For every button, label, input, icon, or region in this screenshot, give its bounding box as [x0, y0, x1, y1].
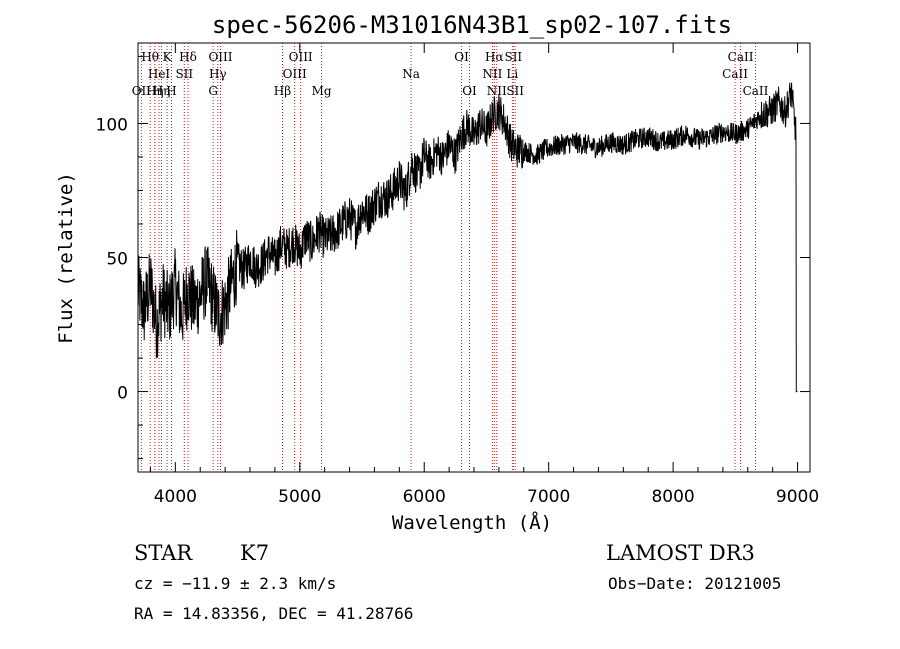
y-tick-label-0: 0 — [117, 384, 128, 404]
line-marker-label-19: NII — [482, 67, 502, 81]
line-marker-label-15: Mg — [312, 84, 332, 98]
line-marker-label-24: SII — [506, 84, 524, 98]
line-marker-label-27: CaII — [743, 84, 769, 98]
x-tick-label-4: 8000 — [651, 487, 694, 507]
line-marker-label-12: Hβ — [274, 84, 291, 98]
y-tick-label-1: 50 — [106, 250, 128, 270]
line-marker-label-21: NII — [487, 84, 507, 98]
x-axis-label: Wavelength (Å) — [392, 511, 552, 534]
emission-line-markers — [140, 43, 756, 472]
line-marker-label-2: Hη — [146, 84, 164, 98]
x-tick-label-5: 9000 — [776, 487, 819, 507]
line-marker-label-11: OIII — [208, 50, 232, 64]
line-marker-label-18: OI — [462, 84, 477, 98]
object-subclass: K7 — [240, 541, 269, 565]
y-axis-ticks: 0 50 100 — [96, 55, 810, 460]
line-marker-label-22: Li — [506, 67, 518, 81]
line-marker-label-16: Na — [402, 67, 420, 81]
line-marker-label-3: HeI — [148, 67, 171, 81]
line-marker-label-17: OI — [454, 50, 469, 64]
line-marker-label-26: CaII — [728, 50, 754, 64]
survey-name: LAMOST DR3 — [606, 541, 755, 565]
x-tick-label-0: 4000 — [154, 487, 197, 507]
line-marker-label-23: SII — [504, 50, 522, 64]
line-marker-label-5: K — [163, 50, 173, 64]
line-marker-label-7: SII — [175, 67, 193, 81]
emission-line-labels: OII Hθ Hη HeI Hη K H SII Hδ G Hγ OIII Hβ OIII OIII Mg Na… — [132, 50, 769, 98]
x-tick-label-3: 7000 — [527, 487, 570, 507]
observation-date: Obs−Date: 20121005 — [608, 574, 781, 593]
y-tick-label-2: 100 — [96, 115, 128, 135]
line-marker-label-9: G — [208, 84, 218, 98]
spectrum-series-line — [137, 82, 798, 393]
line-marker-label-13: OIII — [283, 67, 307, 81]
line-marker-label-20: Hα — [485, 50, 504, 64]
line-marker-label-4: Hη — [153, 84, 171, 98]
line-marker-label-6: H — [166, 84, 176, 98]
y-axis-label: Flux (relative) — [55, 172, 77, 344]
line-marker-label-10: Hγ — [209, 67, 227, 81]
line-marker-label-14: OIII — [289, 50, 313, 64]
redshift-cz: cz = −11.9 ± 2.3 km/s — [134, 574, 336, 593]
x-tick-label-2: 6000 — [403, 487, 446, 507]
chart-title: spec-56206-M31016N43B1_sp02-107.fits — [212, 11, 732, 39]
object-class: STAR — [134, 541, 193, 565]
ra-dec: RA = 14.83356, DEC = 41.28766 — [134, 604, 413, 623]
x-tick-label-1: 5000 — [278, 487, 321, 507]
line-marker-label-8: Hδ — [179, 50, 197, 64]
x-axis-ticks: 4000 5000 6000 7000 8000 9000 — [149, 43, 819, 507]
line-marker-label-1: Hθ — [141, 50, 159, 64]
line-marker-label-25: CaII — [722, 67, 748, 81]
line-marker-label-0: OII — [132, 84, 152, 98]
